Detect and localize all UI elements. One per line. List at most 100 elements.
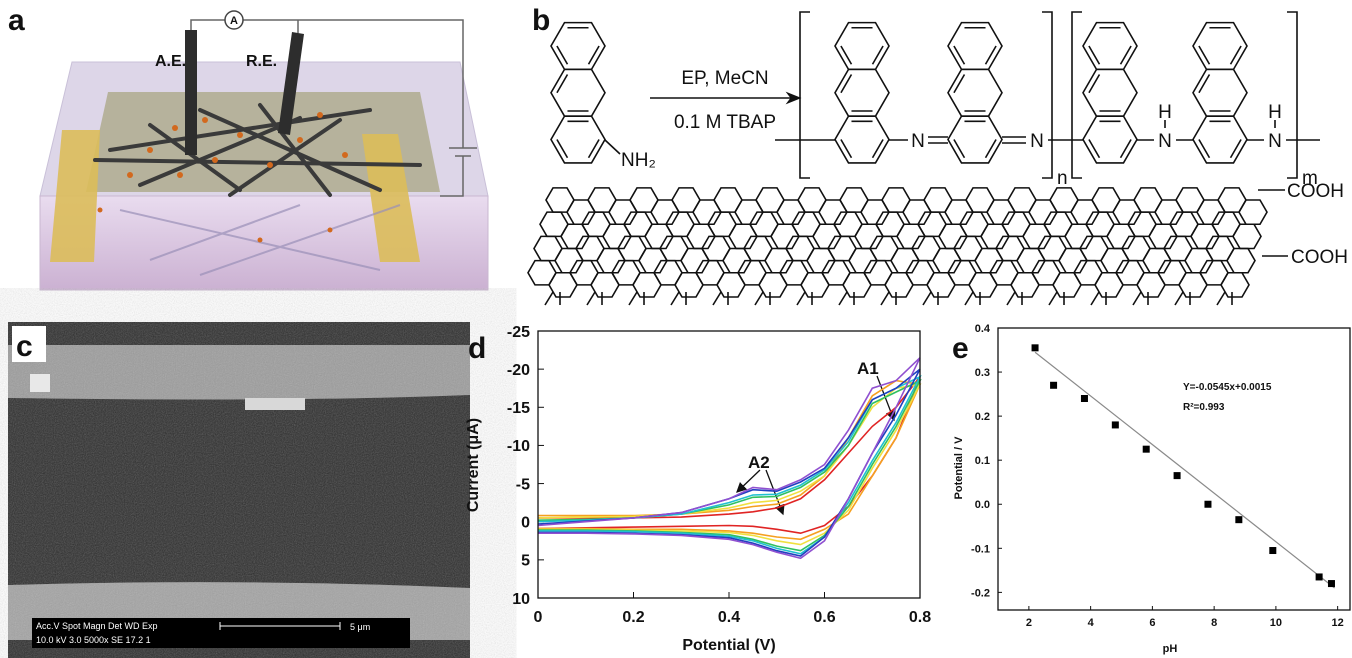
ring xyxy=(551,69,605,116)
double-bond xyxy=(557,46,568,64)
ring xyxy=(948,23,1002,70)
reaction-reagents: EP, MeCN xyxy=(681,68,768,89)
plot-frame xyxy=(998,328,1350,610)
ring xyxy=(948,69,1002,116)
double-bond xyxy=(954,140,965,158)
tube-edge xyxy=(629,292,644,305)
figure: A A.E. R.E. EP, MeCN 0.1 M TBAP NH₂ n m … xyxy=(0,0,1352,658)
double-bond xyxy=(986,46,997,64)
double-bond xyxy=(1121,46,1132,64)
atom-label: H xyxy=(1268,102,1282,123)
tube-edge xyxy=(881,292,896,305)
panel-label: e xyxy=(952,332,969,365)
double-bond xyxy=(954,46,965,64)
ring xyxy=(1193,69,1247,116)
y-tick-label: 0 xyxy=(521,514,530,531)
double-bond xyxy=(841,140,852,158)
carboxyl-group: COOH xyxy=(1287,181,1344,202)
electrode-label: R.E. xyxy=(246,53,277,70)
double-bond xyxy=(873,46,884,64)
x-tick-label: 0.8 xyxy=(909,609,931,626)
ring xyxy=(1083,23,1137,70)
y-tick-label: 5 xyxy=(521,553,530,570)
ring xyxy=(1193,116,1247,163)
double-bond xyxy=(873,140,884,158)
tube-edge xyxy=(755,292,770,305)
y-tick-label: -15 xyxy=(507,400,530,417)
electrode-label: A.E. xyxy=(155,53,186,70)
double-bond xyxy=(1199,75,1210,93)
data-point xyxy=(1316,573,1323,580)
double-bond xyxy=(986,140,997,158)
ring xyxy=(551,116,605,163)
tube-edge xyxy=(671,292,686,305)
sem-image xyxy=(8,322,470,658)
x-tick-label: 4 xyxy=(1088,617,1095,629)
x-tick-label: 12 xyxy=(1332,617,1344,629)
ring xyxy=(1193,23,1247,70)
annotation-arrows xyxy=(737,376,894,514)
amine-group: NH₂ xyxy=(621,150,656,171)
y-tick-label: 0.4 xyxy=(975,323,991,335)
atom-label: N xyxy=(1268,131,1282,152)
x-tick-label: 6 xyxy=(1149,617,1155,629)
double-bond xyxy=(1089,75,1100,93)
x-tick-label: 0.2 xyxy=(622,609,644,626)
y-tick-label: 10 xyxy=(512,591,530,608)
tube-edge xyxy=(923,292,938,305)
data-point xyxy=(1174,472,1181,479)
ring xyxy=(551,23,605,70)
double-bond xyxy=(1231,140,1242,158)
x-tick-label: 2 xyxy=(1026,617,1032,629)
y-axis-label: Current (μA) xyxy=(465,418,482,512)
y-tick-label: -25 xyxy=(507,324,530,341)
double-bond xyxy=(557,75,568,93)
tube-edge xyxy=(713,292,728,305)
tube-edge xyxy=(1217,292,1232,305)
double-bond xyxy=(1089,140,1100,158)
ring xyxy=(948,116,1002,163)
y-tick-label: -5 xyxy=(516,476,530,493)
tube-edge xyxy=(1007,292,1022,305)
ring xyxy=(1221,273,1249,297)
reaction-electrolyte: 0.1 M TBAP xyxy=(674,112,776,133)
double-bond xyxy=(589,46,600,64)
ring xyxy=(835,23,889,70)
y-axis-label: Potential / V xyxy=(953,436,965,500)
ring xyxy=(1233,224,1261,248)
tube-edge xyxy=(545,292,560,305)
panel-label: d xyxy=(468,332,486,365)
x-tick-label: 8 xyxy=(1211,617,1217,629)
atom-label: N xyxy=(911,131,925,152)
double-bond xyxy=(557,140,568,158)
x-tick-label: 0 xyxy=(534,609,543,626)
y-tick-label: 0.0 xyxy=(975,499,990,511)
data-point xyxy=(1143,446,1150,453)
atom-label: N xyxy=(1030,131,1044,152)
tube-edge xyxy=(965,292,980,305)
y-tick-label: -10 xyxy=(507,438,530,455)
x-axis-label: Potential (V) xyxy=(682,637,775,654)
atom-label: H xyxy=(1158,102,1172,123)
tube-edge xyxy=(797,292,812,305)
tube-edge xyxy=(587,292,602,305)
sem-info: 10.0 kV 3.0 5000x SE 17.2 1 xyxy=(36,635,151,645)
panel-label: a xyxy=(8,4,25,37)
x-axis-label: pH xyxy=(1163,643,1178,655)
double-bond xyxy=(1231,46,1242,64)
y-tick-label: 0.1 xyxy=(975,455,990,467)
annotation: R²=0.993 xyxy=(1183,402,1225,413)
data-point xyxy=(1032,344,1039,351)
x-tick-label: 0.6 xyxy=(813,609,835,626)
ring xyxy=(1239,200,1267,224)
data-point xyxy=(1204,501,1211,508)
double-bond xyxy=(1121,140,1132,158)
double-bond xyxy=(1089,46,1100,64)
tube-edge xyxy=(1133,292,1148,305)
data-point xyxy=(1081,395,1088,402)
data-point xyxy=(1328,580,1335,587)
x-tick-label: 0.4 xyxy=(718,609,740,626)
data-point xyxy=(1235,516,1242,523)
annotation: A2 xyxy=(748,453,770,472)
sem-info: Acc.V Spot Magn Det WD Exp xyxy=(36,621,158,631)
